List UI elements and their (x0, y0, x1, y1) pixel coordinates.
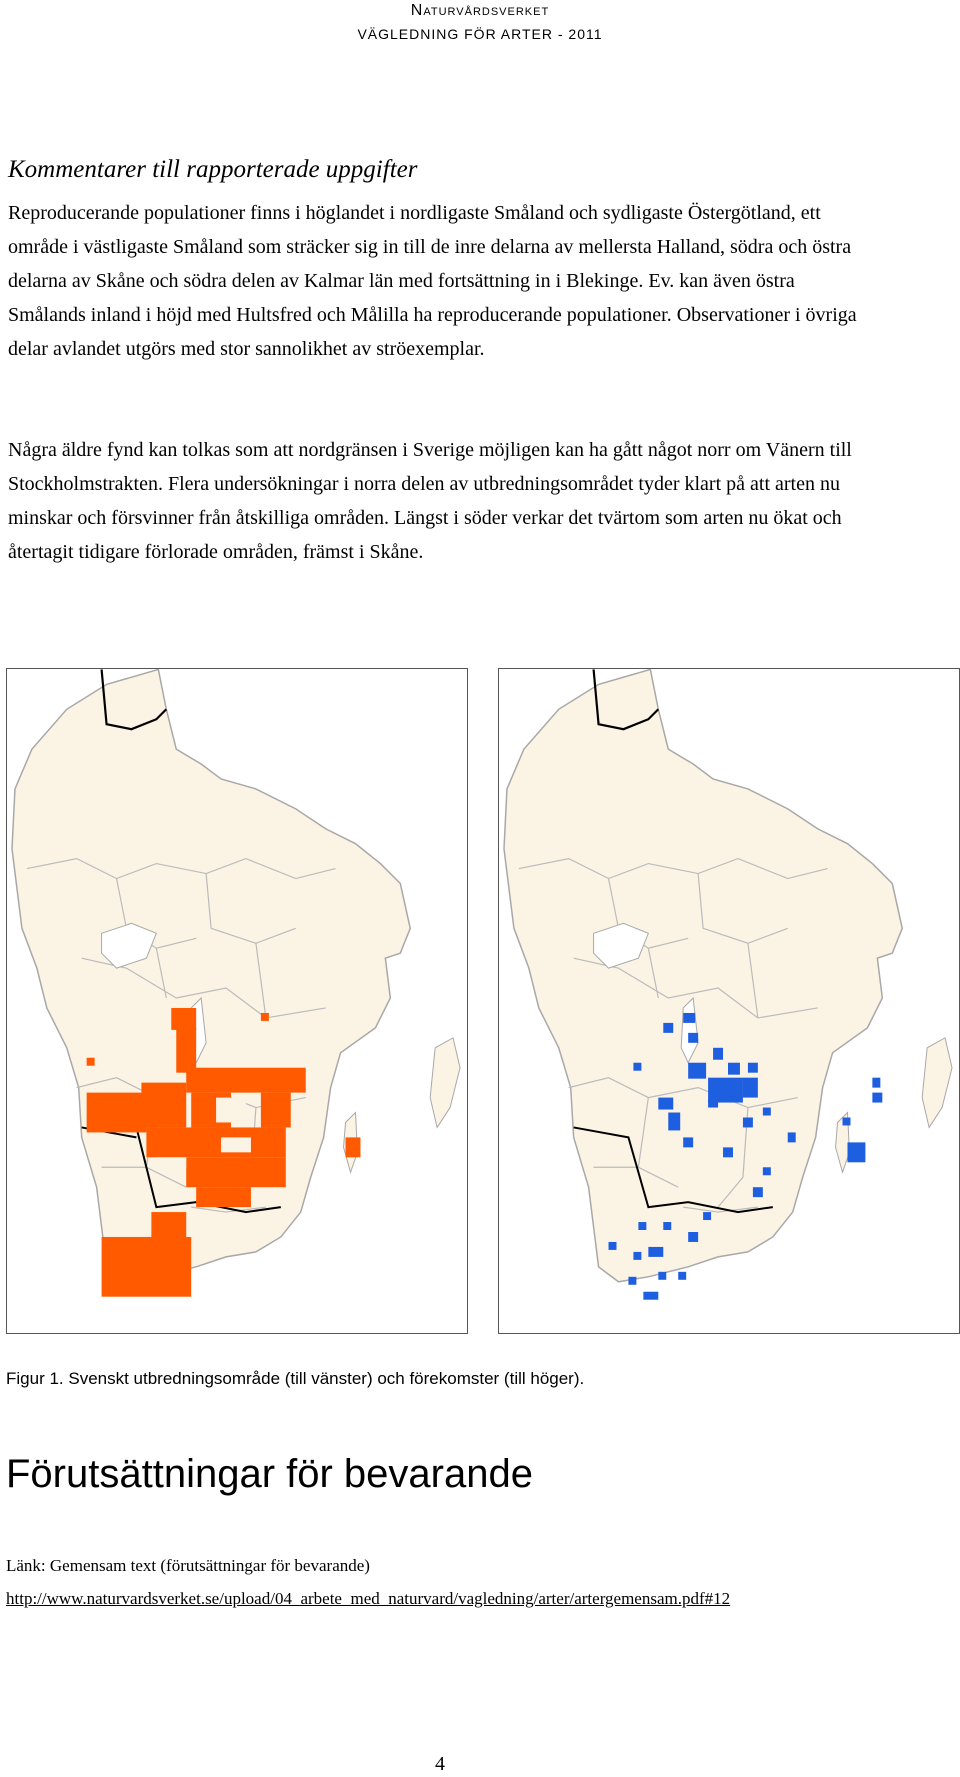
document-subtitle: VÄGLEDNING FÖR ARTER - 2011 (357, 26, 603, 42)
distribution-map-graphic (11, 669, 461, 1297)
land-shape (503, 669, 903, 1283)
link-label: Länk: Gemensam text (förutsättningar för… (6, 1556, 370, 1575)
island-gotland (921, 1037, 953, 1129)
occurrence-map-graphic (503, 669, 953, 1300)
organization-name: Naturvårdsverket (410, 2, 550, 19)
section-heading: Kommentarer till rapporterade uppgifter (8, 156, 418, 183)
page-number: 4 (435, 1753, 445, 1775)
reference-link[interactable]: http://www.naturvardsverket.se/upload/04… (6, 1589, 731, 1608)
lake-vanern (593, 922, 649, 969)
section-heading-conservation: Förutsättningar för bevarande (6, 1452, 533, 1496)
paragraph-distribution: Reproducerande populationer finns i högl… (8, 202, 857, 360)
occurrence-points (608, 1012, 883, 1300)
lake-vanern (101, 922, 157, 969)
occurrence-map (498, 668, 960, 1334)
region-boundary (573, 1126, 773, 1214)
country-border (592, 669, 660, 731)
distribution-map (6, 668, 468, 1334)
paragraph-history: Några äldre fynd kan tolkas som att nord… (8, 439, 852, 563)
figure-caption: Figur 1. Svenskt utbredningsområde (till… (6, 1369, 585, 1388)
country-border (100, 669, 168, 731)
island-oland (835, 1111, 850, 1174)
island-gotland (429, 1037, 461, 1129)
